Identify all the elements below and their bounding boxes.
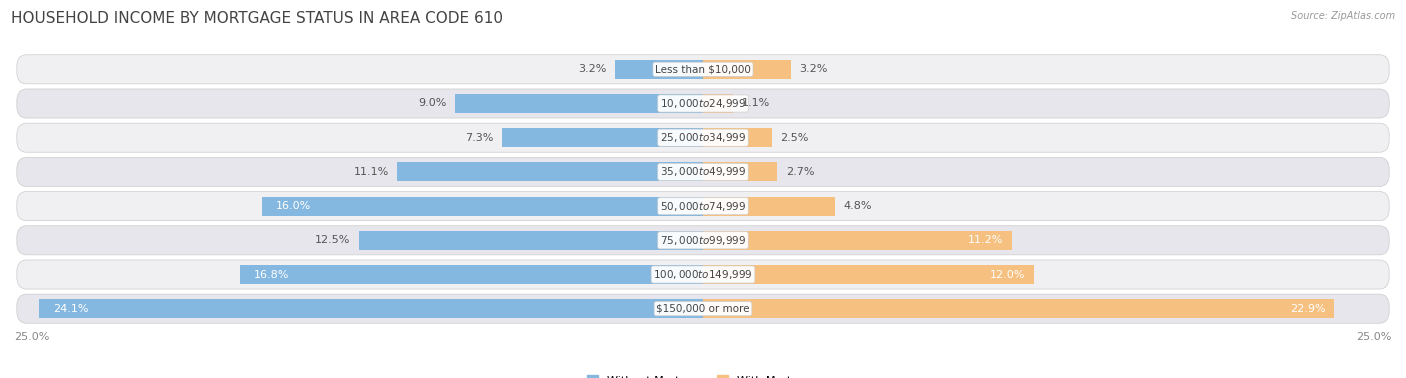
Bar <box>703 231 1012 250</box>
Text: $150,000 or more: $150,000 or more <box>657 304 749 314</box>
Text: HOUSEHOLD INCOME BY MORTGAGE STATUS IN AREA CODE 610: HOUSEHOLD INCOME BY MORTGAGE STATUS IN A… <box>11 11 503 26</box>
FancyBboxPatch shape <box>17 157 1389 186</box>
Text: 12.0%: 12.0% <box>990 270 1025 279</box>
Bar <box>39 299 703 318</box>
Text: 7.3%: 7.3% <box>465 133 494 143</box>
Text: 11.2%: 11.2% <box>967 235 1004 245</box>
Text: 9.0%: 9.0% <box>419 99 447 108</box>
FancyBboxPatch shape <box>17 89 1389 118</box>
Bar <box>614 60 703 79</box>
FancyBboxPatch shape <box>17 260 1389 289</box>
Bar <box>456 94 703 113</box>
FancyBboxPatch shape <box>17 55 1389 84</box>
Bar <box>703 197 835 215</box>
Bar <box>703 60 792 79</box>
Text: Less than $10,000: Less than $10,000 <box>655 64 751 74</box>
Bar <box>703 128 772 147</box>
Text: Source: ZipAtlas.com: Source: ZipAtlas.com <box>1291 11 1395 21</box>
Text: $50,000 to $74,999: $50,000 to $74,999 <box>659 200 747 212</box>
Text: 25.0%: 25.0% <box>14 332 49 342</box>
Text: 2.5%: 2.5% <box>780 133 808 143</box>
Text: 2.7%: 2.7% <box>786 167 814 177</box>
Text: 11.1%: 11.1% <box>353 167 389 177</box>
Bar <box>703 299 1334 318</box>
Text: $25,000 to $34,999: $25,000 to $34,999 <box>659 131 747 144</box>
Text: $75,000 to $99,999: $75,000 to $99,999 <box>659 234 747 247</box>
FancyBboxPatch shape <box>17 192 1389 221</box>
Text: 12.5%: 12.5% <box>315 235 350 245</box>
Text: 22.9%: 22.9% <box>1291 304 1326 314</box>
Text: $10,000 to $24,999: $10,000 to $24,999 <box>659 97 747 110</box>
FancyBboxPatch shape <box>17 294 1389 323</box>
Text: 3.2%: 3.2% <box>578 64 606 74</box>
Bar <box>262 197 703 215</box>
FancyBboxPatch shape <box>17 123 1389 152</box>
Bar <box>240 265 703 284</box>
Text: 16.0%: 16.0% <box>276 201 311 211</box>
Text: 24.1%: 24.1% <box>52 304 89 314</box>
Bar <box>502 128 703 147</box>
Bar <box>703 163 778 181</box>
Bar <box>703 265 1033 284</box>
Text: 16.8%: 16.8% <box>254 270 290 279</box>
Text: 3.2%: 3.2% <box>800 64 828 74</box>
Text: 25.0%: 25.0% <box>1357 332 1392 342</box>
Bar <box>359 231 703 250</box>
Text: $35,000 to $49,999: $35,000 to $49,999 <box>659 166 747 178</box>
Text: 4.8%: 4.8% <box>844 201 872 211</box>
Text: $100,000 to $149,999: $100,000 to $149,999 <box>654 268 752 281</box>
Legend: Without Mortgage, With Mortgage: Without Mortgage, With Mortgage <box>582 371 824 378</box>
FancyBboxPatch shape <box>17 226 1389 255</box>
Text: 1.1%: 1.1% <box>741 99 770 108</box>
Bar <box>396 163 703 181</box>
Bar <box>703 94 734 113</box>
